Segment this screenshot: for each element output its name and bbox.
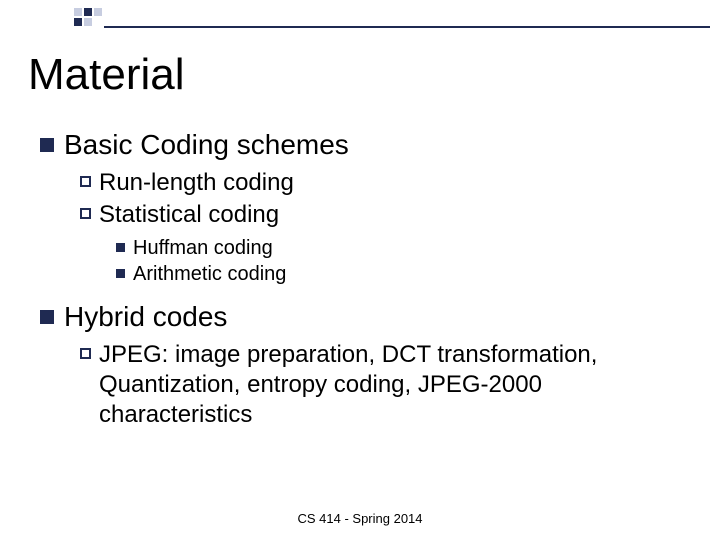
hollow-square-bullet-icon (80, 176, 91, 187)
slide-content: Basic Coding schemes Run-length coding S… (40, 128, 690, 436)
deco-box (84, 18, 92, 26)
slide-footer: CS 414 - Spring 2014 (0, 511, 720, 526)
deco-box (84, 8, 92, 16)
filled-square-bullet-icon (116, 243, 125, 252)
l3-text: Huffman coding (133, 236, 273, 260)
l3-item: Arithmetic coding (116, 262, 690, 286)
l1-item: Hybrid codes (40, 300, 690, 334)
filled-square-bullet-icon (116, 269, 125, 278)
l2-group: Run-length coding Statistical coding Huf… (80, 168, 690, 286)
l3-text: Arithmetic coding (133, 262, 286, 286)
l2-item: Run-length coding (80, 168, 690, 198)
l1-text: Hybrid codes (64, 300, 227, 334)
l3-item: Huffman coding (116, 236, 690, 260)
header-decoration (74, 8, 102, 26)
deco-box (94, 8, 102, 16)
l2-text: Run-length coding (99, 168, 294, 198)
deco-box (94, 18, 102, 26)
slide-title: Material (28, 50, 185, 100)
deco-box (74, 18, 82, 26)
l2-text: Statistical coding (99, 200, 279, 230)
l2-text: JPEG: image preparation, DCT transformat… (99, 340, 690, 430)
deco-box (74, 8, 82, 16)
filled-square-bullet-icon (40, 138, 54, 152)
l3-group: Huffman coding Arithmetic coding (116, 236, 690, 286)
l1-text: Basic Coding schemes (64, 128, 349, 162)
filled-square-bullet-icon (40, 310, 54, 324)
hollow-square-bullet-icon (80, 348, 91, 359)
l2-group: JPEG: image preparation, DCT transformat… (80, 340, 690, 430)
l1-item: Basic Coding schemes (40, 128, 690, 162)
hollow-square-bullet-icon (80, 208, 91, 219)
header-rule (104, 26, 710, 28)
l2-item: Statistical coding (80, 200, 690, 230)
l2-item: JPEG: image preparation, DCT transformat… (80, 340, 690, 430)
